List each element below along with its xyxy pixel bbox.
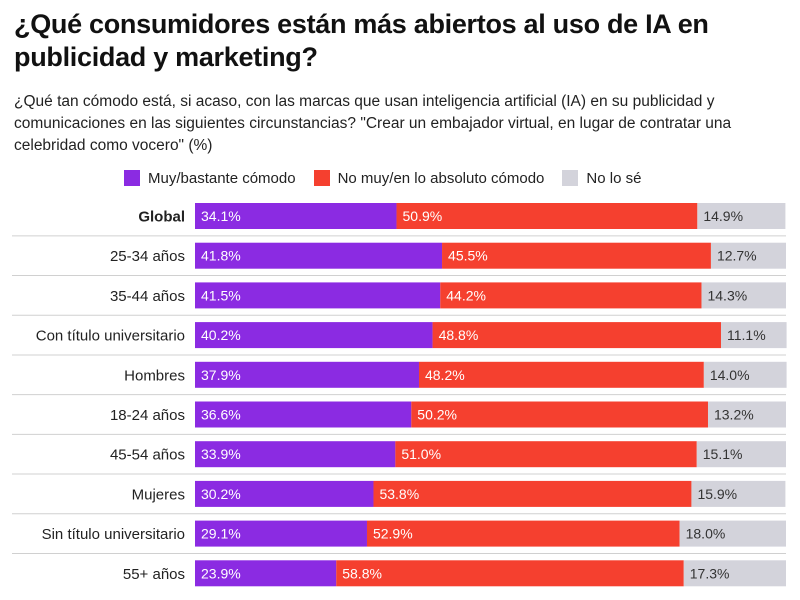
bar-segment-dont-know <box>691 480 786 507</box>
legend-label-dont-know: No lo sé <box>586 169 642 187</box>
data-label-comfortable: 29.1% <box>201 526 241 542</box>
legend-label-comfortable: Muy/bastante cómodo <box>148 169 296 187</box>
data-label-not-comfortable: 53.8% <box>379 486 419 502</box>
bar-row-18-24-anos: 18-24 años 36.6% 50.2% 13.2% <box>12 401 786 435</box>
bar-row-45-54-anos: 45-54 años 33.9% 51.0% 15.1% <box>12 441 786 475</box>
data-label-not-comfortable: 58.8% <box>342 565 382 581</box>
bar-segment-comfortable <box>195 282 441 309</box>
data-label-dont-know: 14.3% <box>707 287 747 303</box>
data-label-dont-know: 13.2% <box>714 407 754 423</box>
data-label-comfortable: 41.8% <box>201 248 241 264</box>
data-label-comfortable: 34.1% <box>201 208 241 224</box>
data-label-not-comfortable: 50.9% <box>403 208 443 224</box>
category-label: 25-34 años <box>110 248 185 265</box>
bar-row-mujeres: Mujeres 30.2% 53.8% 15.9% <box>12 480 786 515</box>
data-label-dont-know: 11.1% <box>727 327 766 343</box>
bar-segment-dont-know <box>696 441 786 468</box>
bar-row-con-titulo-universitario: Con título universitario 40.2% 48.8% 11.1% <box>12 322 787 356</box>
bar-segment-dont-know <box>679 520 786 547</box>
category-label: Mujeres <box>132 486 185 503</box>
bar-segment-dont-know <box>703 361 787 388</box>
bar-row-sin-titulo-universitario: Sin título universitario 29.1% 52.9% 18.0% <box>12 520 786 554</box>
bar-segment-dont-know <box>701 282 786 309</box>
data-label-dont-know: 15.1% <box>703 446 743 462</box>
data-label-not-comfortable: 51.0% <box>401 446 441 462</box>
legend-swatch-dont-know <box>562 170 579 186</box>
stacked-bar-chart: Global 34.1% 50.9% 14.9% 25-34 años 41.8% 45.5… <box>12 203 787 587</box>
data-label-comfortable: 30.2% <box>201 486 241 502</box>
bar-segment-dont-know <box>707 401 786 428</box>
bar-row-35-44-anos: 35-44 años 41.5% 44.2% 14.3% <box>12 282 786 316</box>
legend: Muy/bastante cómodo No muy/en lo absolut… <box>124 168 659 188</box>
data-label-comfortable: 37.9% <box>201 367 241 383</box>
bar-segment-comfortable <box>195 560 337 587</box>
bar-segment-not-comfortable <box>395 441 697 468</box>
data-label-dont-know: 14.0% <box>710 367 750 383</box>
data-label-comfortable: 33.9% <box>201 446 241 462</box>
legend-item-dont-know: No lo sé <box>562 170 641 187</box>
chart-subtitle: ¿Qué tan cómodo está, si acaso, con las … <box>14 93 732 154</box>
bar-segment-not-comfortable <box>440 282 702 309</box>
data-label-not-comfortable: 52.9% <box>373 526 413 542</box>
category-label: 45-54 años <box>110 447 185 464</box>
data-label-comfortable: 36.6% <box>201 407 241 423</box>
bar-row-25-34-anos: 25-34 años 41.8% 45.5% 12.7% <box>12 242 786 277</box>
category-label: Sin título universitario <box>42 526 185 543</box>
data-label-comfortable: 41.5% <box>201 287 241 303</box>
bar-segment-dont-know <box>697 203 786 229</box>
bar-row-55-anos: 55+ años 23.9% 58.8% 17.3% <box>123 560 786 587</box>
data-label-dont-know: 14.9% <box>703 208 743 224</box>
bar-row-hombres: Hombres 37.9% 48.2% 14.0% <box>12 361 787 396</box>
bar-segment-comfortable <box>195 480 374 507</box>
category-label: 35-44 años <box>110 288 185 305</box>
bar-segment-comfortable <box>195 242 443 269</box>
data-label-dont-know: 15.9% <box>697 486 737 502</box>
legend-swatch-not-comfortable <box>313 170 330 186</box>
bar-segment-not-comfortable <box>411 401 708 428</box>
bar-segment-comfortable <box>195 361 419 388</box>
bar-segment-comfortable <box>195 203 397 229</box>
bar-segment-dont-know <box>710 242 786 269</box>
bar-segment-comfortable <box>195 441 396 468</box>
bar-segment-not-comfortable <box>432 322 721 349</box>
legend-swatch-comfortable <box>124 170 140 186</box>
bar-segment-comfortable <box>195 322 433 349</box>
data-label-not-comfortable: 44.2% <box>446 287 486 303</box>
data-label-dont-know: 17.3% <box>690 565 730 581</box>
data-label-dont-know: 18.0% <box>686 526 726 542</box>
category-label: 18-24 años <box>110 407 185 424</box>
category-label: Global <box>138 209 185 226</box>
data-label-comfortable: 23.9% <box>201 565 241 581</box>
data-label-not-comfortable: 48.2% <box>425 367 465 383</box>
bar-segment-not-comfortable <box>336 560 684 587</box>
category-label: Con título universitario <box>36 328 185 345</box>
chart-title: ¿Qué consumidores están más abiertos al … <box>14 9 709 72</box>
data-label-dont-know: 12.7% <box>717 248 757 264</box>
bar-segment-not-comfortable <box>442 242 711 269</box>
category-label: Hombres <box>124 367 185 384</box>
bar-segment-comfortable <box>195 401 412 428</box>
bar-segment-not-comfortable <box>366 520 680 547</box>
legend-item-comfortable: Muy/bastante cómodo <box>124 170 296 187</box>
bar-segment-dont-know <box>683 560 786 587</box>
bar-segment-dont-know <box>720 322 787 349</box>
data-label-not-comfortable: 45.5% <box>448 248 488 264</box>
data-label-not-comfortable: 48.8% <box>439 327 479 343</box>
legend-item-not-comfortable: No muy/en lo absoluto cómodo <box>313 169 545 187</box>
bar-segment-not-comfortable <box>418 361 704 388</box>
category-label: 55+ años <box>123 566 185 583</box>
bar-segment-not-comfortable <box>396 203 698 229</box>
legend-label-not-comfortable: No muy/en lo absoluto cómodo <box>337 169 545 187</box>
data-label-not-comfortable: 50.2% <box>417 407 457 423</box>
data-label-comfortable: 40.2% <box>201 327 241 343</box>
bar-row-global: Global 34.1% 50.9% 14.9% <box>12 203 786 237</box>
bar-segment-not-comfortable <box>373 480 692 507</box>
bar-segment-comfortable <box>195 520 367 547</box>
